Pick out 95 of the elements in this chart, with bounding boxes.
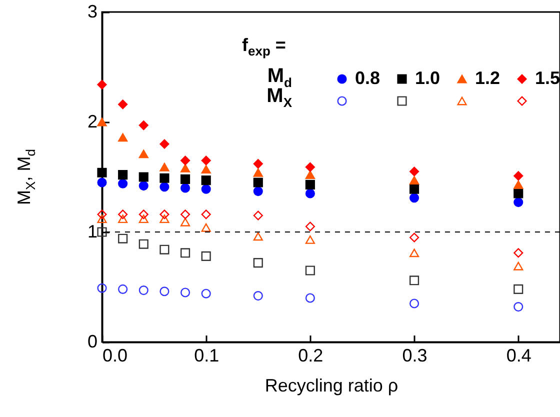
point xyxy=(201,176,211,186)
point xyxy=(409,184,420,194)
point xyxy=(253,178,263,188)
legend-title: f$_{exp}$ = xyxy=(242,35,286,59)
point xyxy=(201,251,211,261)
point xyxy=(253,168,263,177)
point xyxy=(97,80,107,90)
point xyxy=(118,170,128,180)
point xyxy=(305,180,315,190)
point xyxy=(118,178,128,188)
point xyxy=(180,210,190,220)
point xyxy=(180,174,190,184)
point xyxy=(514,180,524,189)
point xyxy=(180,164,190,172)
point xyxy=(97,210,107,220)
point xyxy=(97,168,107,178)
point xyxy=(253,291,263,301)
legend-label: 1.5 xyxy=(535,68,560,88)
point xyxy=(160,139,170,149)
point xyxy=(305,222,315,232)
x-tick-label: 0.2 xyxy=(298,346,324,366)
x-tick-label: 0.1 xyxy=(194,346,220,366)
point xyxy=(160,182,170,192)
y-tick-label: 1 xyxy=(87,222,98,242)
point xyxy=(180,248,190,258)
x-tick-label: 0.4 xyxy=(506,346,532,366)
point xyxy=(305,266,315,276)
point xyxy=(138,172,148,182)
point xyxy=(201,184,211,194)
point xyxy=(514,198,524,208)
point xyxy=(514,188,524,198)
legend-label: 1.0 xyxy=(415,68,440,88)
point xyxy=(138,210,148,220)
point xyxy=(409,193,420,203)
y-tick-label: 3 xyxy=(87,2,98,22)
x-tick-label: 0.0 xyxy=(102,346,128,366)
point xyxy=(201,210,211,220)
point xyxy=(201,156,211,166)
point xyxy=(253,210,263,220)
point xyxy=(201,288,211,298)
point xyxy=(201,165,211,174)
point xyxy=(514,171,524,181)
point xyxy=(160,173,170,183)
point xyxy=(180,156,190,166)
point xyxy=(201,223,211,232)
point xyxy=(160,162,170,172)
point xyxy=(253,258,263,268)
point xyxy=(138,150,148,158)
point xyxy=(138,181,148,191)
point xyxy=(409,276,420,286)
point xyxy=(138,286,148,296)
point xyxy=(118,133,128,142)
legend-label: 0.8 xyxy=(355,68,380,88)
point xyxy=(253,159,263,169)
x-axis-title: Recycling ratio ρ xyxy=(264,376,398,396)
point xyxy=(97,227,107,237)
point xyxy=(514,248,524,258)
point xyxy=(305,162,315,172)
point xyxy=(409,298,420,308)
point xyxy=(514,284,524,294)
y-tick-label: 2 xyxy=(87,112,98,132)
point xyxy=(514,302,524,312)
point xyxy=(180,288,190,298)
point xyxy=(305,188,315,198)
point xyxy=(305,170,315,180)
point xyxy=(253,186,263,196)
point xyxy=(160,214,170,224)
point xyxy=(409,248,420,258)
point xyxy=(118,210,128,220)
point xyxy=(253,232,263,241)
point xyxy=(138,239,148,249)
x-tick-label: 0.3 xyxy=(402,346,428,366)
point xyxy=(160,210,170,220)
point xyxy=(118,234,128,244)
point xyxy=(118,214,128,224)
point xyxy=(138,120,148,130)
point xyxy=(118,100,128,110)
point xyxy=(180,183,190,193)
point xyxy=(409,232,420,242)
point xyxy=(409,176,420,185)
point xyxy=(514,262,524,270)
legend-label: 1.2 xyxy=(475,68,500,88)
point xyxy=(160,286,170,296)
point xyxy=(97,283,107,293)
point xyxy=(97,118,107,126)
point xyxy=(305,293,315,303)
point xyxy=(138,214,148,224)
point xyxy=(118,284,128,294)
point xyxy=(160,244,170,254)
point xyxy=(409,166,420,176)
point xyxy=(97,214,107,224)
point xyxy=(180,218,190,226)
point xyxy=(97,178,107,188)
point xyxy=(305,235,315,244)
y-tick-label: 0 xyxy=(87,332,98,352)
